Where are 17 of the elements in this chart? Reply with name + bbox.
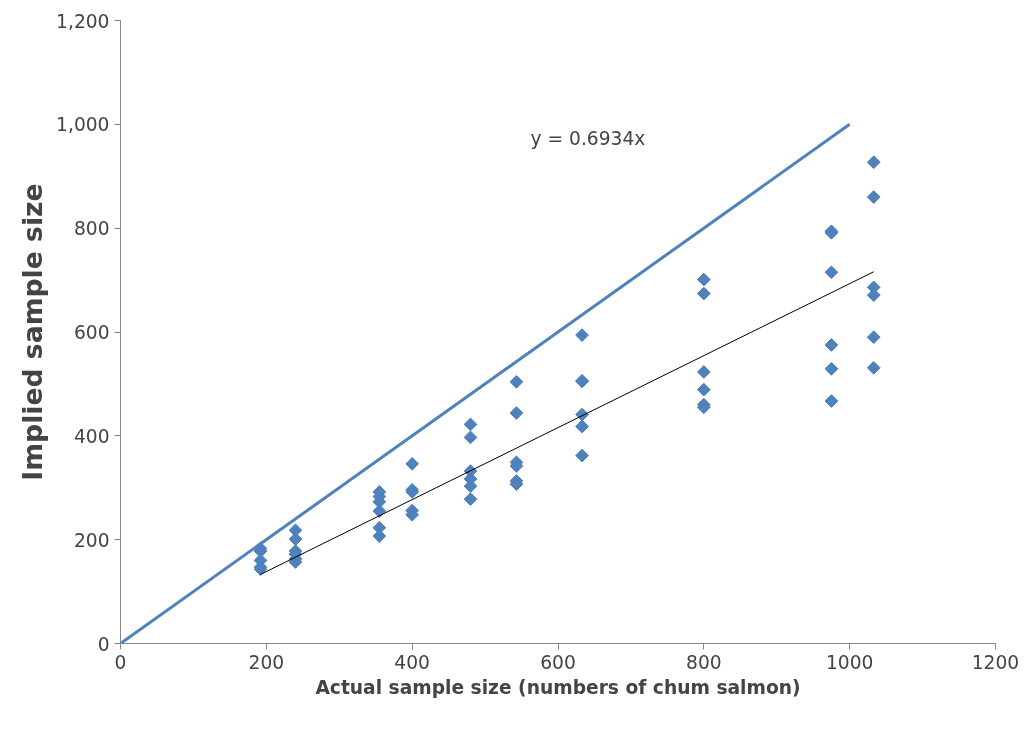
x-tick-label: 1000: [825, 651, 874, 673]
y-tick-label: 200: [73, 529, 110, 551]
y-tick-label: 400: [73, 425, 110, 447]
y-tick-label: 1,000: [56, 114, 110, 136]
y-axis-title: Implied sample size: [17, 183, 49, 481]
x-axis-title: Actual sample size (numbers of chum salmon): [315, 676, 801, 698]
x-tick-label: 400: [394, 651, 430, 673]
x-tick-label: 800: [686, 651, 722, 673]
x-tick-label: 200: [248, 651, 285, 673]
y-tick-label: 800: [73, 218, 110, 240]
annotation: y = 0.6934x: [530, 128, 646, 149]
x-tick-label: 1200: [971, 651, 1020, 673]
y-tick-label: 600: [73, 322, 110, 343]
y-tick-label: 1,200: [56, 10, 110, 32]
y-tick-label: 0: [97, 633, 110, 655]
x-tick-label: 0: [114, 651, 127, 673]
x-tick-label: 600: [540, 651, 576, 673]
